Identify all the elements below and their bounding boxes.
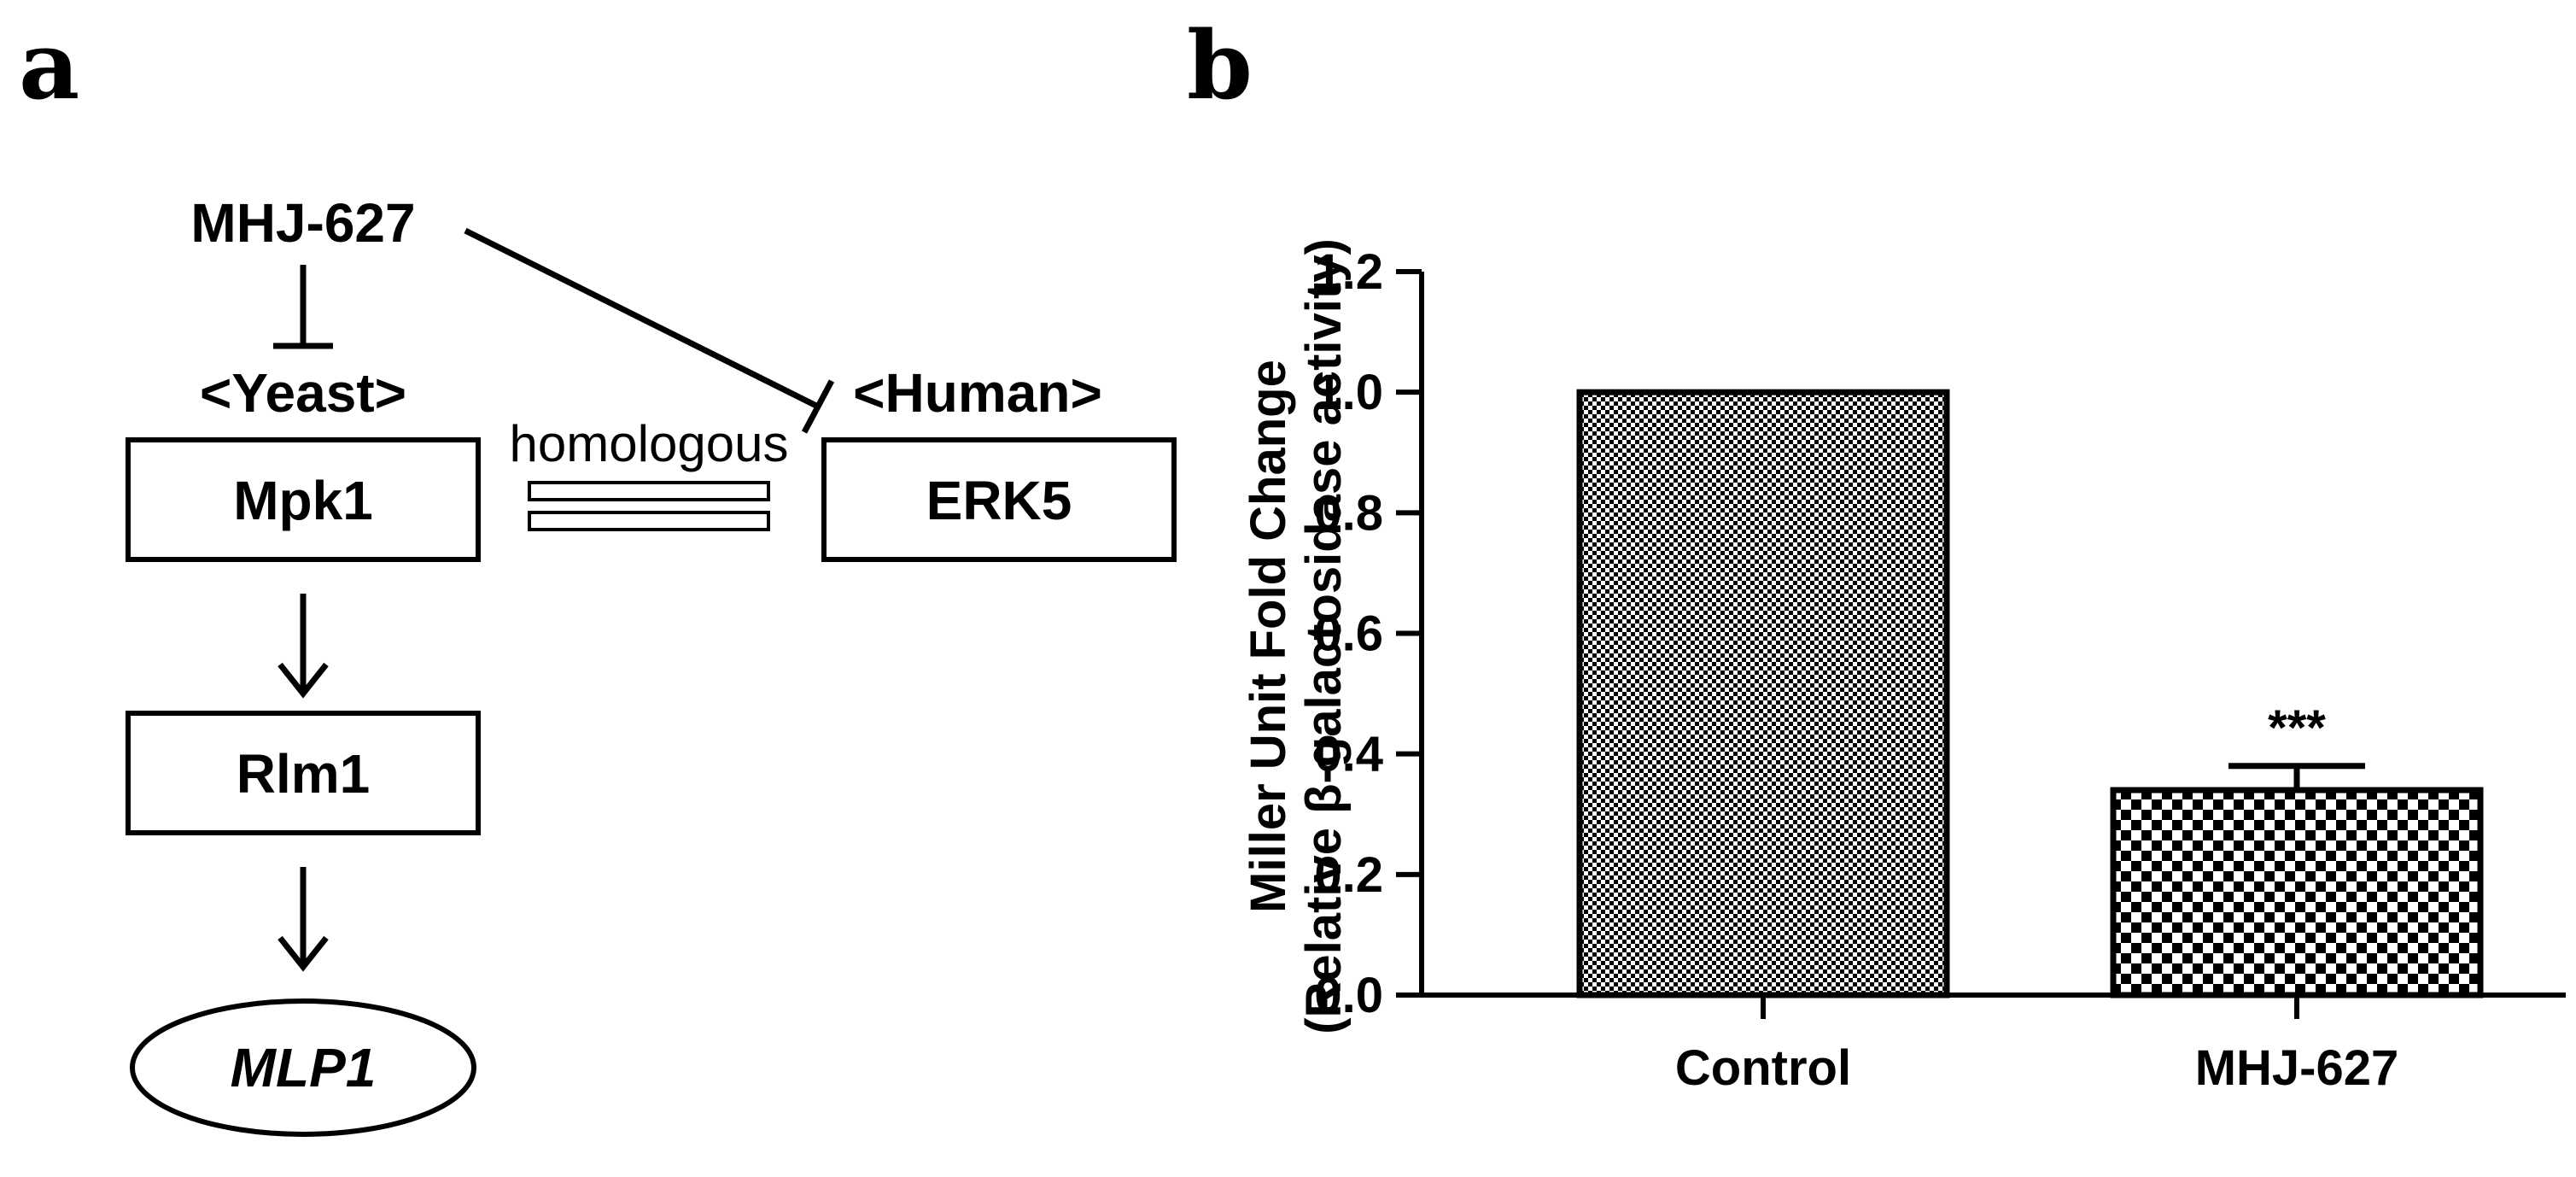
mlp1-label: MLP1 xyxy=(231,1037,377,1098)
erk5-label: ERK5 xyxy=(926,470,1072,531)
y-tick-label: 1.0 xyxy=(1314,365,1383,420)
y-axis-ticks: 0.0 0.2 0.4 0.6 0.8 1.0 1.2 xyxy=(1314,244,1422,1023)
y-tick-label: 1.2 xyxy=(1314,244,1383,300)
x-category-label: MHJ-627 xyxy=(2195,1040,2399,1096)
erk5-box xyxy=(821,437,1177,562)
homologous-bar-bottom xyxy=(528,511,770,531)
inhibit-bar-human xyxy=(801,379,835,434)
mpk1-box xyxy=(126,437,481,562)
y-axis-label-line2: (Relative β-galactosidase activity) xyxy=(1296,238,1352,1034)
rlm1-box xyxy=(126,711,481,835)
mlp1-ellipse xyxy=(130,998,476,1137)
y-tick-label: 0.2 xyxy=(1314,847,1383,903)
y-tick-label: 0.8 xyxy=(1314,485,1383,541)
panel-a-letter: a xyxy=(19,10,79,120)
inhibitor-label: MHJ-627 xyxy=(190,192,415,254)
x-axis-categories: Control MHJ-627 xyxy=(1675,1040,2398,1096)
arrow-mpk1-rlm1-head xyxy=(277,662,329,699)
y-tick-label: 0.6 xyxy=(1314,606,1383,662)
y-axis-label: Miller Unit Fold Change (Relative β-gala… xyxy=(1241,238,1352,1034)
significance-annotations: *** xyxy=(2268,700,2326,756)
bars xyxy=(1576,389,2484,998)
axes xyxy=(1419,272,2566,1019)
arrow-rlm1-mlp1-head xyxy=(277,935,329,972)
panel-b: b Miller Unit Fold Change (Relative β-ga… xyxy=(1187,10,2566,1096)
significance-label: *** xyxy=(2268,700,2326,756)
y-axis-label-line1: Miller Unit Fold Change xyxy=(1241,360,1296,913)
homologous-bar-top xyxy=(528,481,770,501)
yeast-label: <Yeast> xyxy=(200,362,406,424)
bar-control xyxy=(1576,389,1950,998)
human-label: <Human> xyxy=(853,362,1102,424)
error-bars xyxy=(2228,763,2365,791)
homologous-label: homologous xyxy=(510,415,789,472)
y-tick-label: 0.0 xyxy=(1314,968,1383,1023)
rlm1-label: Rlm1 xyxy=(237,743,371,805)
x-category-label: Control xyxy=(1675,1040,1851,1096)
y-tick-label: 0.4 xyxy=(1314,727,1383,782)
bar-mhj-627 xyxy=(2110,787,2484,998)
mpk1-label: Mpk1 xyxy=(233,470,373,531)
panel-b-letter: b xyxy=(1187,10,1253,120)
inhibit-line-human xyxy=(464,227,820,410)
panel-a: a MHJ-627 <Yeast> <Human> Mpk1 ERK5 homo… xyxy=(19,10,1177,1137)
